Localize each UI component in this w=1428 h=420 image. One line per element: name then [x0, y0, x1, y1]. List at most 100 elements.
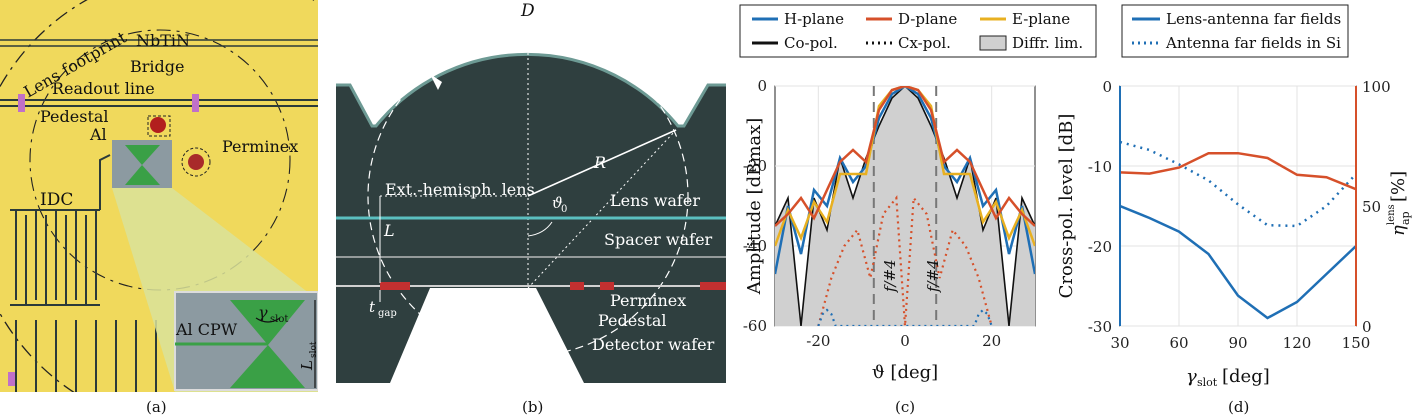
x-tick-label: 90: [1228, 334, 1247, 352]
series-line-eta-ap: [1120, 151, 1356, 191]
gamma-slot-arc: [255, 317, 281, 323]
series-line-antenna-si: [1120, 140, 1356, 228]
axes-c: 0 -20 -40 -60 -20 0 20: [743, 77, 1001, 350]
fnum-label-right: f/#4: [924, 259, 942, 293]
eta-unit: [%]: [1388, 171, 1409, 202]
nbtin-label: NbTiN: [136, 31, 190, 50]
legend-swatch-diffr: [979, 35, 1007, 51]
antenna-bowtie: [125, 145, 160, 185]
series-line-cxpol-d: [817, 195, 993, 326]
lens-outline: [336, 52, 726, 128]
perminex-label: Perminex: [222, 137, 298, 156]
y-tick-label: -60: [743, 317, 767, 335]
y-right-tick-label: 0: [1362, 318, 1372, 336]
x-axis-label-c: ϑ [deg]: [872, 362, 938, 383]
x-tick-label: 30: [1110, 334, 1129, 352]
gamma-slot-sub: slot: [270, 314, 288, 325]
legend-label-cxpol: Cx-pol.: [898, 34, 951, 52]
bridge-left: [18, 94, 25, 112]
panel-b: Ext.-hemisph. lens Lens wafer Spacer waf…: [336, 18, 726, 383]
detector-wafer-label: Detector wafer: [592, 335, 715, 354]
y-axis-left-label-d: Cross-pol. level [dB]: [1056, 114, 1077, 299]
theta0-arc: [527, 221, 553, 237]
y-left-tick-label: -10: [1088, 158, 1112, 176]
axes-d: 0 -10 -20 -30 100 50 0 30 60 90 120 150: [1088, 78, 1391, 352]
al-label: Al: [89, 125, 107, 144]
pedestal-label-b: Pedestal: [598, 311, 667, 330]
panel-c-legend: H-plane D-plane E-plane Co-pol. Cx-pol. …: [739, 4, 1097, 58]
eta-sup: lens: [1386, 204, 1397, 225]
diffraction-limit-fill: [775, 86, 1035, 326]
eta-sub: ap: [1399, 211, 1412, 225]
y-tick-label: 0: [757, 77, 767, 95]
caption-c: (c): [895, 398, 915, 416]
x-axis-label-d: γ slot [deg]: [1186, 366, 1270, 389]
legend-label-diffr: Diffr. lim.: [1012, 34, 1083, 52]
panel-d-legend: Lens-antenna far fields Antenna far fiel…: [1121, 4, 1349, 58]
caption-a: (a): [146, 398, 167, 416]
legend-label-lens: Lens-antenna far fields: [1166, 10, 1341, 28]
pointer-arrow: [430, 74, 442, 90]
eta-label: η: [1388, 225, 1409, 236]
perminex-label-b: Perminex: [610, 291, 686, 310]
y-tick-label: -20: [743, 157, 767, 175]
y-right-tick-label: 50: [1362, 198, 1381, 216]
caption-b: (b): [522, 398, 543, 416]
idc-capacitor: [10, 154, 157, 392]
y-right-tick-label: 100: [1362, 78, 1391, 96]
legend-label-si: Antenna far fields in Si: [1165, 34, 1341, 52]
plot-d: [1120, 140, 1356, 320]
perminex-post-top: [150, 117, 166, 133]
x-tick-label: 120: [1283, 334, 1312, 352]
legend-box-c: [739, 4, 1097, 58]
ideal-ellipse-dashed: [367, 35, 689, 357]
caption-d: (d): [1228, 398, 1249, 416]
y-axis-label-c: Amplitude [dBmax]: [744, 118, 765, 296]
l-slot-label: L: [298, 360, 316, 371]
y-left-tick-label: -20: [1088, 238, 1112, 256]
t-gap-sub: gap: [378, 308, 397, 319]
lens-wafer-label: Lens wafer: [610, 191, 700, 210]
d-label: D: [520, 1, 535, 21]
theta0-line: [527, 129, 677, 289]
legend-box-d: [1121, 4, 1349, 58]
perminex-post-right: [188, 154, 204, 170]
panel-a: Lens footprint NbTiN Bridge Readout line…: [0, 0, 319, 392]
x-tick-label: 20: [982, 332, 1001, 350]
spacer-wafer-label: Spacer wafer: [604, 230, 713, 249]
gamma-slot-label: γ: [258, 303, 268, 322]
radius-line: [527, 129, 677, 197]
x-tick-label: 60: [1169, 334, 1188, 352]
legend-label-e: E-plane: [1012, 10, 1070, 28]
bridge-right: [192, 94, 199, 112]
readout-line-label: Readout line: [52, 79, 155, 98]
series-line-d-plane: [775, 86, 1035, 227]
l-label: L: [383, 221, 395, 240]
plot-c: [775, 86, 1035, 326]
series-line-h-plane: [775, 86, 1035, 275]
al-cpw-label: Al CPW: [175, 320, 238, 339]
ext-hemisph-lens-label: Ext.-hemisph. lens: [385, 180, 535, 199]
bridge-label: Bridge: [130, 57, 184, 76]
l-slot-sub: slot: [309, 341, 319, 358]
gamma-x-sub: slot: [1197, 376, 1218, 389]
legend-label-d: D-plane: [898, 10, 957, 28]
legend-label-h: H-plane: [784, 10, 844, 28]
r-label: R: [593, 153, 606, 172]
y-left-tick-label: 0: [1102, 78, 1112, 96]
gamma-x-unit: [deg]: [1222, 366, 1270, 387]
gamma-x-label: γ: [1186, 366, 1197, 387]
x-tick-label: -20: [806, 332, 830, 350]
x-tick-label: 0: [900, 332, 910, 350]
theta0-sub: 0: [561, 204, 567, 215]
y-tick-label: -40: [743, 237, 767, 255]
y-axis-right-label-d: η ap lens [%]: [1386, 171, 1412, 236]
legend-label-copol: Co-pol.: [784, 34, 838, 52]
x-tick-label: 150: [1342, 334, 1371, 352]
pedestal-label: Pedestal: [40, 107, 109, 126]
series-line-lens-antenna: [1120, 204, 1356, 320]
t-gap-label: t: [369, 298, 376, 316]
theta0-label: ϑ: [552, 194, 563, 212]
fnum-label-left: f/#4: [881, 259, 899, 293]
